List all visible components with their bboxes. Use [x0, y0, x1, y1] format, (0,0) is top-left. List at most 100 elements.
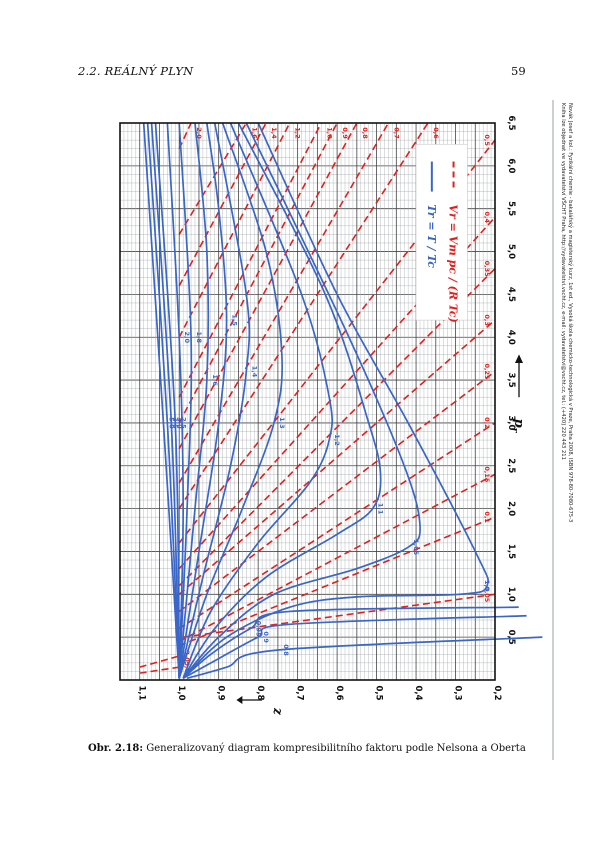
figure-caption: Obr. 2.18: Generalizovaný diagram kompre… — [88, 743, 526, 754]
pr-tick-label: 1,0 — [506, 587, 516, 602]
side-note-line-1: Novák Josef a kol.: Fyzikální chemie - b… — [567, 103, 574, 522]
pr-tick-label: 6,5 — [506, 115, 516, 130]
isotherm-line-label: 0,95 — [254, 621, 262, 638]
isochore-line-label: 0,6 — [432, 127, 440, 139]
pr-axis-arrowhead — [515, 354, 523, 363]
isotherm-line-label: 1,3 — [278, 417, 286, 429]
isotherm-line-label: 1,8 — [195, 331, 203, 343]
z-tick-label: 0,6 — [334, 685, 344, 700]
caption-text: Generalizovaný diagram kompresibilitního… — [146, 743, 526, 754]
isochore-line — [183, 593, 496, 638]
isochore-line — [178, 422, 496, 630]
isotherm-lines: 0,8 0,9 0,95 1,0 1,05 1,1 1,2 1,3 1,4 1,5 1,6 1,8 2,… — [142, 122, 543, 680]
isotherm-line-label: 2,0 — [183, 331, 191, 343]
pr-tick-label: 2,5 — [506, 458, 516, 473]
isochore-line — [178, 268, 496, 587]
pr-tick-label: 4,5 — [506, 287, 516, 302]
isotherm-line — [182, 122, 334, 679]
caption-label: Obr. 2.18: — [88, 743, 144, 754]
legend-label: Tr = T / Tc — [425, 204, 438, 268]
isotherm-line — [150, 122, 181, 679]
isochore-line — [178, 122, 338, 424]
isotherm-line — [142, 122, 181, 679]
isotherm-line-label: 3,5 — [171, 417, 179, 429]
z-tick-label: 0,7 — [295, 685, 305, 700]
isotherm-line-label: 1,05 — [412, 539, 420, 556]
isotherm-line-label: 1,5 — [231, 314, 239, 326]
isotherm-line-label: 0,8 — [282, 644, 290, 656]
pr-tick-label: 0,5 — [506, 630, 516, 645]
isochore-line-label: 0,25 — [483, 363, 491, 380]
pr-tick-label: 5,5 — [506, 201, 516, 216]
chart-legend: Tr = T / Tc Vr = Vm pc / (R Tc) — [415, 144, 468, 323]
z-axis-arrowhead — [236, 696, 243, 704]
isochore-line — [178, 473, 496, 643]
isochore-line-label: 1,4 — [270, 127, 278, 139]
isotherm-line-label: 1,2 — [333, 434, 341, 446]
isotherm-line — [178, 122, 283, 679]
isochore-line — [178, 122, 291, 338]
isochore-line-label: 0,2 — [483, 417, 491, 429]
page-number: 59 — [511, 64, 526, 78]
isochore-line-label: 2,0 — [195, 127, 203, 139]
z-tick-label: 0,9 — [216, 685, 226, 700]
isochore-lines: 0,05 0,1 0,15 0,2 0,25 0,3 0,35 0,4 0,5 0,6 0,7 0,8… — [139, 122, 496, 674]
isochore-line — [178, 216, 496, 570]
isotherm-line — [182, 122, 382, 679]
isochore-line-label: 0,15 — [483, 466, 491, 483]
isotherm-line-label: 1,0 — [483, 580, 491, 592]
isotherm-line-label: 1,1 — [377, 503, 385, 515]
isochore-line-label: 3,0 — [183, 650, 191, 662]
isochore-line-label: 1,2 — [294, 127, 302, 139]
isotherm-line — [166, 122, 185, 679]
isotherm-line-label: 5,0 — [167, 417, 175, 429]
pr-tick-label: 5,0 — [506, 244, 516, 259]
pr-axis-label: pr — [509, 419, 526, 434]
isochore-line-label: 0,7 — [392, 127, 400, 139]
isochore-line — [178, 319, 496, 595]
isochore-line-label: 1,0 — [325, 127, 333, 139]
isochore-line — [139, 655, 180, 668]
isochore-line-label: 0,9 — [341, 127, 349, 139]
isotherm-line — [178, 122, 193, 679]
plot-frame — [119, 122, 496, 681]
isotherm-line — [182, 614, 527, 680]
pr-tick-label: 4,0 — [506, 330, 516, 345]
isochore-line — [139, 666, 180, 674]
isochore-line — [178, 122, 267, 287]
isotherm-line-label: 1,4 — [250, 366, 258, 378]
isochore-line-label: 0,1 — [483, 511, 491, 523]
isochore-line — [178, 122, 358, 450]
z-axis-ticks: 1,1 1,0 0,9 0,8 0,7 0,6 0,5 0,4 0,3 0,2 — [137, 685, 502, 700]
z-tick-label: 0,4 — [413, 685, 423, 700]
isotherm-line — [182, 122, 421, 679]
isochore-line-label: 1,6 — [250, 127, 258, 139]
z-tick-label: 1,0 — [176, 685, 186, 700]
legend-box — [415, 144, 468, 321]
isotherm-line — [178, 122, 228, 679]
isotherm-line — [154, 122, 181, 679]
legend-label: Vr = Vm pc / (R Tc) — [447, 204, 460, 322]
isochore-line-label: 0,8 — [361, 127, 369, 139]
isochore-line-label: 0,5 — [483, 134, 491, 146]
z-tick-label: 1,1 — [137, 685, 147, 700]
isochore-line — [178, 516, 496, 647]
pr-axis-ticks: 0,5 1,0 1,5 2,0 2,5 3,0 3,5 4,0 4,5 5,0 5,5 6,0 6,5 — [506, 115, 516, 644]
isotherm-line — [178, 122, 251, 679]
z-tick-label: 0,2 — [492, 685, 502, 700]
side-note: Novák Josef a kol.: Fyzikální chemie - b… — [560, 103, 574, 522]
isotherm-line-label: 2,5 — [179, 417, 187, 429]
isochore-line-label: 0,35 — [483, 261, 491, 278]
side-note-line-2: Kniha lze objednat ve vydavatelství VŠCH… — [560, 103, 567, 460]
pr-tick-label: 3,0 — [506, 415, 516, 430]
running-header-section: 2.2. REÁLNÝ PLYN — [78, 64, 194, 78]
isochore-line — [178, 122, 390, 484]
isotherm-line-label: 3,0 — [175, 417, 183, 429]
isotherm-line — [146, 122, 181, 679]
pr-tick-label: 6,0 — [506, 158, 516, 173]
isotherm-line-label: 1,6 — [211, 374, 219, 386]
z-axis-label: z — [271, 707, 285, 716]
z-tick-label: 0,5 — [374, 685, 384, 700]
pr-tick-label: 2,0 — [506, 501, 516, 516]
